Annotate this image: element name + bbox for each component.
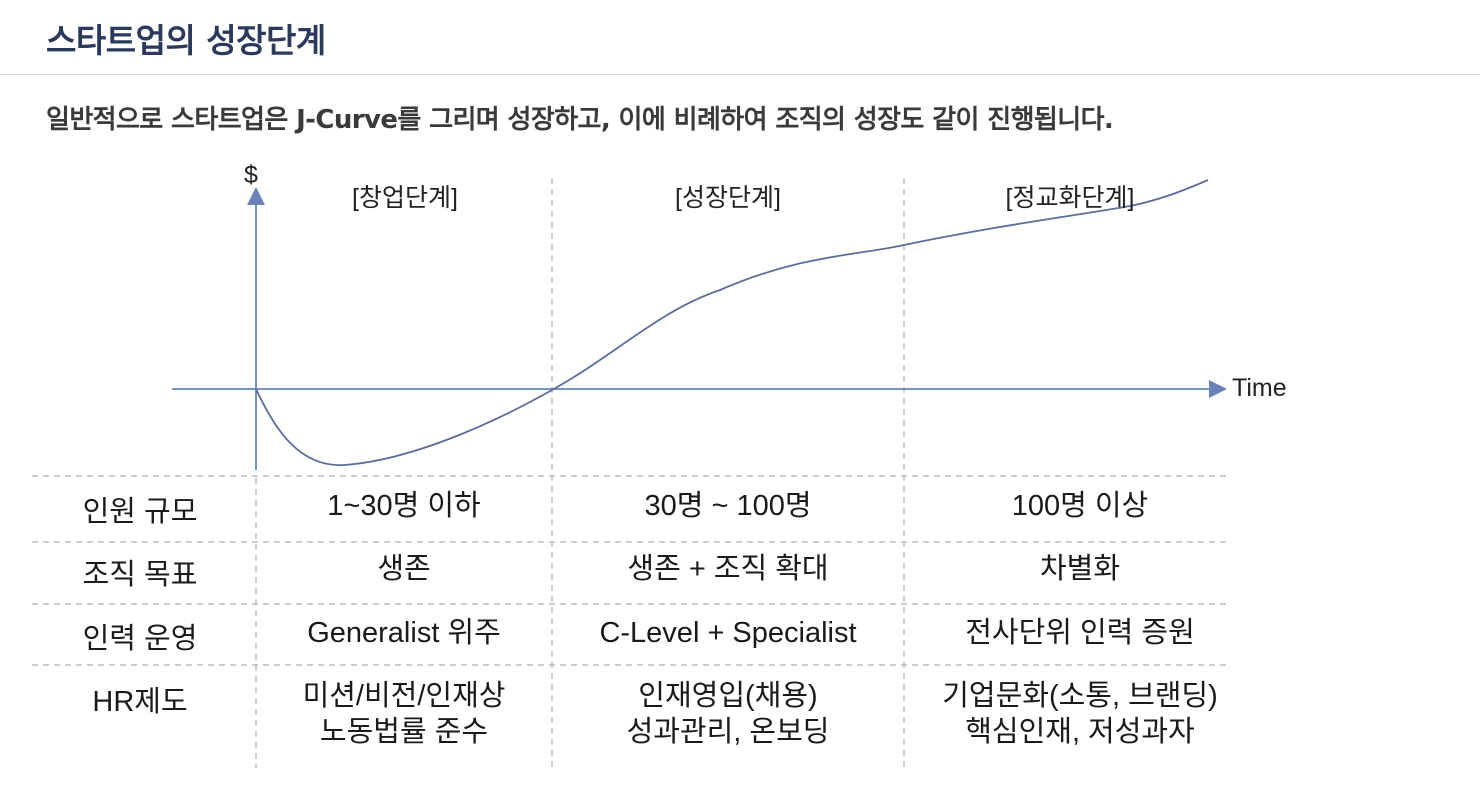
title-divider [0, 74, 1480, 75]
table-cell: 생존 + 조직 확대 [627, 553, 829, 585]
j-curve-line [255, 179, 1209, 466]
table-cell: 1~30명 이하 [327, 490, 481, 522]
table-cell: 생존 [377, 553, 431, 585]
stage-label-growth: [성장단계] [675, 184, 781, 212]
row-label-org-goal: 조직 목표 [82, 559, 198, 591]
table-cell: 미션/비전/인재상 노동법률 준수 [302, 680, 506, 748]
stage-label-maturity: [정교화단계] [1005, 184, 1135, 212]
x-axis-label: Time [1232, 374, 1287, 402]
stage-label-startup: [창업단계] [352, 184, 458, 212]
row-label-staffing: 인력 운영 [82, 623, 198, 655]
row-label-hr-system: HR제도 [92, 686, 188, 718]
table-cell: 차별화 [1039, 553, 1121, 585]
page-title: 스타트업의 성장단계 [46, 21, 326, 60]
table-cell: Generalist 위주 [307, 617, 501, 649]
y-axis-label: $ [244, 161, 258, 189]
page-subtitle: 일반적으로 스타트업은 J-Curve를 그리며 성장하고, 이에 비례하여 조… [46, 105, 1114, 135]
table-cell: 인재영입(채용) 성과관리, 온보딩 [626, 680, 830, 748]
table-cell: C-Level + Specialist [599, 617, 857, 649]
table-cell: 100명 이상 [1011, 490, 1149, 522]
table-cell: 30명 ~ 100명 [644, 490, 812, 522]
table-cell: 전사단위 인력 증원 [965, 617, 1195, 649]
row-label-headcount: 인원 규모 [82, 496, 198, 528]
table-cell: 기업문화(소통, 브랜딩) 핵심인재, 저성과자 [942, 680, 1218, 748]
